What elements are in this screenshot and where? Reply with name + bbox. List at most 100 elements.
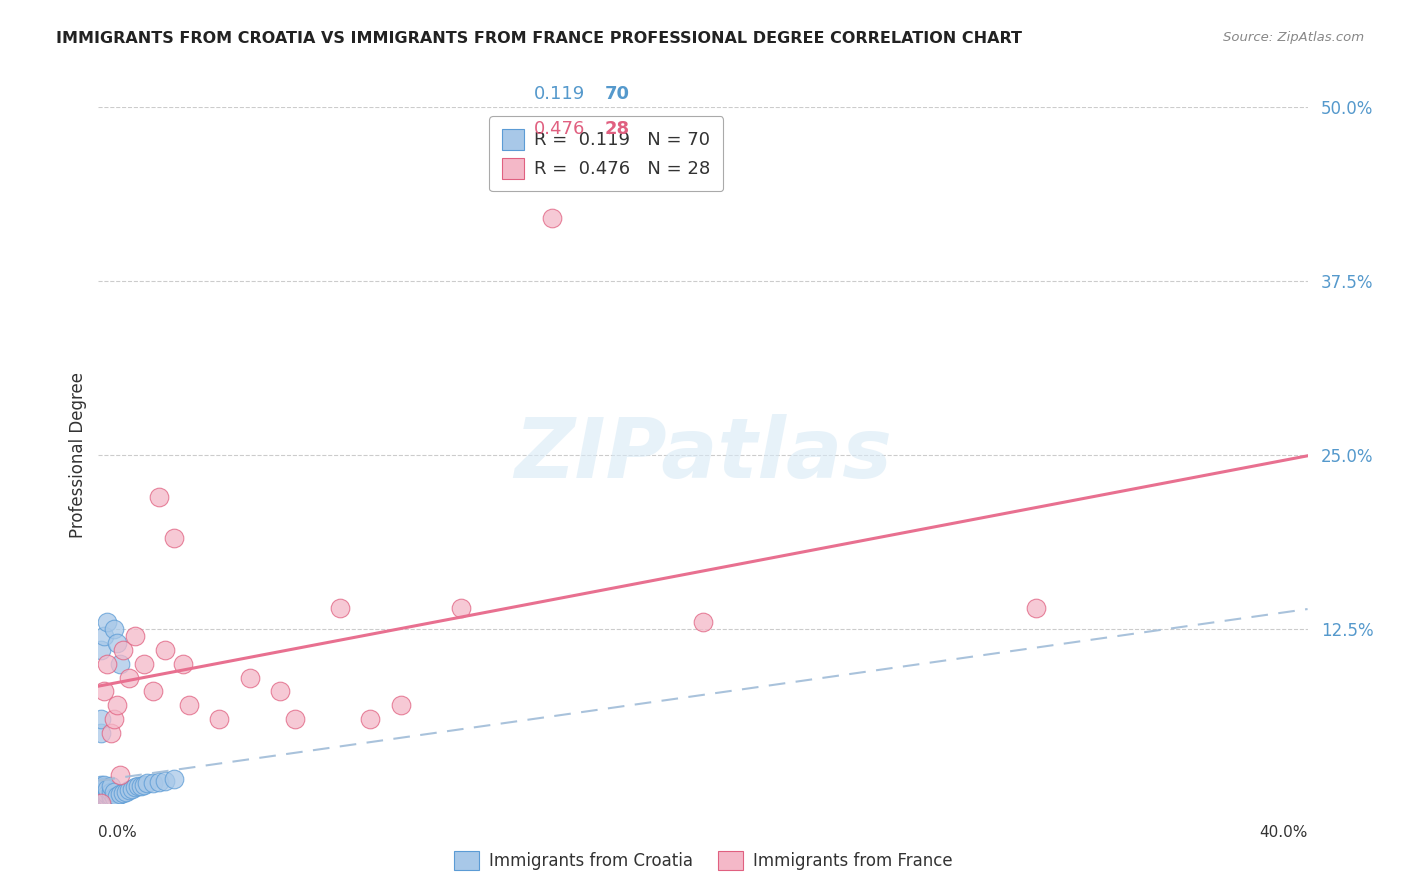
Point <box>177 698 201 713</box>
Point <box>93 791 115 805</box>
Point <box>87 788 110 802</box>
Point <box>100 789 122 803</box>
Point <box>87 794 110 808</box>
Point <box>87 794 110 808</box>
Point <box>100 791 122 805</box>
Point <box>124 629 146 643</box>
Point <box>163 772 186 786</box>
Point <box>87 794 110 808</box>
Point <box>90 642 112 657</box>
Point <box>163 532 186 546</box>
Point <box>90 786 112 800</box>
Point <box>90 796 112 810</box>
Point <box>103 785 125 799</box>
Point <box>148 490 170 504</box>
Point <box>389 698 412 713</box>
Point <box>90 791 112 805</box>
Point <box>111 786 134 800</box>
Point <box>93 793 115 807</box>
Point <box>105 636 128 650</box>
Point <box>103 622 125 636</box>
Point <box>93 778 115 792</box>
Point <box>90 781 112 796</box>
Point <box>93 789 115 803</box>
Point <box>103 790 125 805</box>
Point <box>90 783 112 797</box>
Point <box>90 712 112 726</box>
Point <box>87 793 110 807</box>
Point <box>90 789 112 803</box>
Point <box>93 780 115 795</box>
Point <box>100 779 122 793</box>
Point <box>450 601 472 615</box>
Point <box>135 776 157 790</box>
Text: Source: ZipAtlas.com: Source: ZipAtlas.com <box>1223 31 1364 45</box>
Point <box>93 629 115 643</box>
Text: 40.0%: 40.0% <box>1260 825 1308 840</box>
Point <box>111 642 134 657</box>
Point <box>108 768 131 782</box>
Point <box>148 775 170 789</box>
Point <box>87 796 110 810</box>
Point <box>96 788 118 802</box>
Point <box>93 684 115 698</box>
Point <box>108 788 131 802</box>
Point <box>90 780 112 795</box>
Y-axis label: Professional Degree: Professional Degree <box>69 372 87 538</box>
Point <box>132 657 155 671</box>
Point <box>87 796 110 810</box>
Point <box>142 776 165 790</box>
Point <box>118 783 141 797</box>
Point <box>108 657 131 671</box>
Text: IMMIGRANTS FROM CROATIA VS IMMIGRANTS FROM FRANCE PROFESSIONAL DEGREE CORRELATIO: IMMIGRANTS FROM CROATIA VS IMMIGRANTS FR… <box>56 31 1022 46</box>
Text: ZIPatlas: ZIPatlas <box>515 415 891 495</box>
Point <box>87 790 110 805</box>
Point <box>90 726 112 740</box>
Point <box>172 657 194 671</box>
Point <box>90 785 112 799</box>
Point <box>1024 601 1046 615</box>
Point <box>90 794 112 808</box>
Point <box>540 211 562 226</box>
Point <box>153 642 176 657</box>
Point <box>93 796 115 810</box>
Text: 0.119: 0.119 <box>534 85 585 103</box>
Point <box>96 615 118 629</box>
Point <box>132 778 155 792</box>
Legend: Immigrants from Croatia, Immigrants from France: Immigrants from Croatia, Immigrants from… <box>447 845 959 877</box>
Point <box>105 789 128 803</box>
Point <box>96 781 118 796</box>
Point <box>129 779 152 793</box>
Point <box>87 796 110 810</box>
Point <box>118 671 141 685</box>
Point <box>90 790 112 805</box>
Point <box>93 786 115 800</box>
Point <box>93 783 115 797</box>
Point <box>329 601 352 615</box>
Point <box>100 726 122 740</box>
Point <box>90 778 112 792</box>
Point <box>93 794 115 808</box>
Point <box>121 781 143 796</box>
Point <box>124 780 146 795</box>
Point <box>90 796 112 810</box>
Point <box>105 698 128 713</box>
Point <box>692 615 714 629</box>
Point <box>87 789 110 803</box>
Point <box>153 773 176 788</box>
Point <box>239 671 262 685</box>
Point <box>96 790 118 805</box>
Text: 0.476: 0.476 <box>534 120 586 138</box>
Legend: R =  0.119   N = 70, R =  0.476   N = 28: R = 0.119 N = 70, R = 0.476 N = 28 <box>489 116 723 191</box>
Point <box>87 793 110 807</box>
Text: 0.0%: 0.0% <box>98 825 138 840</box>
Point <box>96 657 118 671</box>
Point <box>127 779 149 793</box>
Point <box>96 793 118 807</box>
Text: 70: 70 <box>605 85 630 103</box>
Point <box>100 785 122 799</box>
Point <box>284 712 307 726</box>
Point <box>142 684 165 698</box>
Point <box>87 796 110 810</box>
Point <box>269 684 291 698</box>
